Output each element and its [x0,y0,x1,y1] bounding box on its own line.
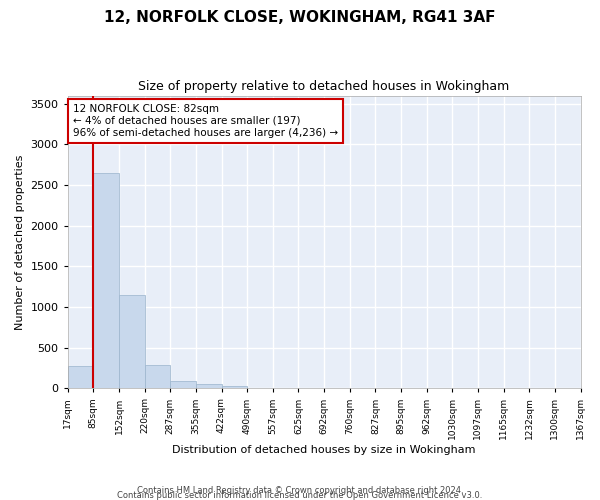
Bar [170,381,196,388]
Y-axis label: Number of detached properties: Number of detached properties [15,154,25,330]
Text: Contains HM Land Registry data © Crown copyright and database right 2024.: Contains HM Land Registry data © Crown c… [137,486,463,495]
Bar [196,384,221,388]
Bar [145,365,170,388]
Bar [221,386,247,388]
Text: 12, NORFOLK CLOSE, WOKINGHAM, RG41 3AF: 12, NORFOLK CLOSE, WOKINGHAM, RG41 3AF [104,10,496,25]
Bar [68,366,94,388]
Text: 12 NORFOLK CLOSE: 82sqm
← 4% of detached houses are smaller (197)
96% of semi-de: 12 NORFOLK CLOSE: 82sqm ← 4% of detached… [73,104,338,138]
Bar [119,295,145,388]
Bar [94,173,119,388]
Title: Size of property relative to detached houses in Wokingham: Size of property relative to detached ho… [139,80,510,93]
Text: Contains public sector information licensed under the Open Government Licence v3: Contains public sector information licen… [118,491,482,500]
X-axis label: Distribution of detached houses by size in Wokingham: Distribution of detached houses by size … [172,445,476,455]
